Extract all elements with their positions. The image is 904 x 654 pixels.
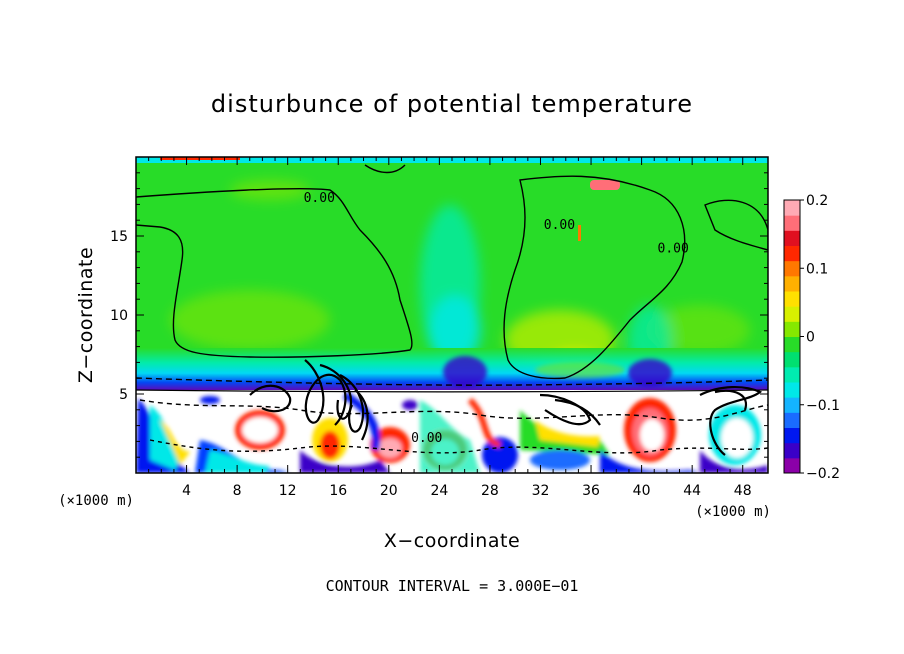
x-tick-label: 28 [481,483,499,499]
colorbar [783,199,801,474]
colorbar-swatch [784,275,800,292]
contour-label: 0.00 [658,242,689,257]
contour-label-group: 0.00 0.00 0.00 0.00 [304,191,689,446]
y-axis-ticks: 5 10 15 [110,172,768,458]
x-tick-label: 36 [582,483,600,499]
x-unit-label-right: (×1000 m) [695,504,771,520]
colorbar-swatch [784,321,800,337]
colorbar-tick-label: −0.1 [806,398,840,414]
x-unit-label-left: (×1000 m) [58,493,134,509]
contour-label: 0.00 [544,218,575,233]
x-tick-label: 24 [430,483,448,499]
x-tick-label: 8 [233,483,242,499]
x-tick-label: 4 [182,483,191,499]
colorbar-swatch [784,260,800,277]
x-axis-label: X−coordinate [384,530,520,552]
x-tick-label: 20 [380,483,398,499]
chart-title: disturbunce of potential temperature [211,90,693,118]
x-tick-label: 40 [633,483,651,499]
x-tick-label: 12 [279,483,297,499]
colorbar-swatch [784,215,800,231]
colorbar-swatch [784,351,800,368]
colorbar-swatch [784,382,800,398]
x-axis-ticks: 4 8 12 16 20 24 28 32 36 40 44 48 [148,157,756,499]
y-tick-label: 10 [110,308,128,324]
colorbar-swatch [784,397,800,413]
x-tick-label: 16 [329,483,347,499]
colorbar-swatch [784,306,800,322]
contour-label: 0.00 [304,191,335,206]
colorbar-swatch [784,245,800,262]
colorbar-swatch [784,291,800,307]
colorbar-tick-label: −0.2 [806,466,840,482]
y-axis-label: Z−coordinate [75,247,97,383]
colorbar-tick-label: 0 [806,330,815,346]
colorbar-swatch [784,427,800,444]
y-tick-label: 15 [110,229,128,245]
heatmap-field: 0.00 0.00 0.00 0.00 [136,157,768,473]
colorbar-swatch [784,442,800,459]
colorbar-tick-label: 0.2 [806,193,828,209]
colorbar-swatch [784,457,800,474]
y-tick-label: 5 [119,387,128,403]
colorbar-swatch [784,366,800,383]
x-tick-label: 44 [683,483,701,499]
colorbar-swatch [784,200,800,216]
colorbar-tick-label: 0.1 [806,261,828,277]
contour-label: 0.00 [411,431,442,446]
x-tick-label: 32 [532,483,550,499]
colorbar-swatch [784,412,800,428]
contour-interval-note: CONTOUR INTERVAL = 3.000E−01 [326,577,579,595]
colorbar-ticks: 0.2 0.1 0 −0.1 −0.2 [800,193,840,482]
x-tick-label: 48 [734,483,752,499]
colorbar-swatch [784,336,800,353]
colorbar-swatch [784,230,800,246]
